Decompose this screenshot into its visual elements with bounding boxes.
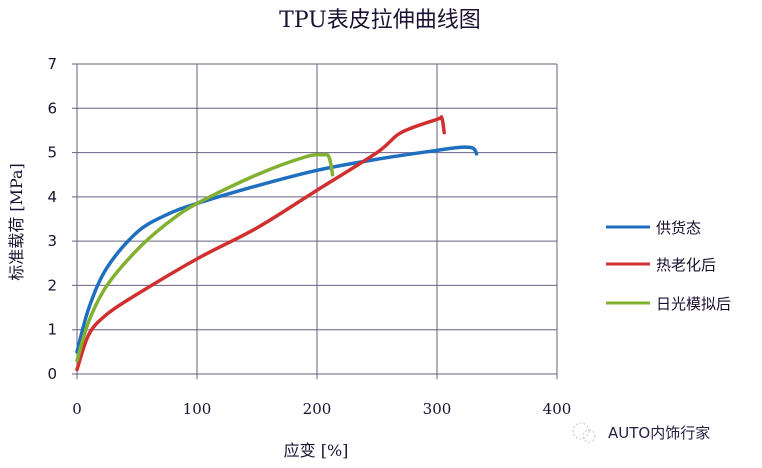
x-axis-label: 应变 [%] [284, 441, 349, 460]
x-tick-label: 0 [72, 400, 82, 418]
y-tick-label: 3 [47, 232, 57, 250]
watermark-text: AUTO内饰行家 [608, 424, 710, 442]
chart-title: TPU表皮拉伸曲线图 [279, 8, 481, 33]
y-tick-label: 7 [47, 55, 57, 73]
y-tick-label: 1 [47, 321, 57, 339]
y-axis-ticks: 0 1 2 3 4 5 6 7 [47, 55, 57, 383]
grid-lines [72, 63, 558, 379]
y-tick-label: 5 [47, 144, 57, 162]
legend-label: 日光模拟后 [656, 295, 731, 313]
x-axis-ticks: 0 100 200 300 400 [72, 400, 571, 418]
y-tick-label: 2 [47, 276, 57, 294]
wechat-icon [572, 422, 596, 443]
x-tick-label: 200 [303, 400, 332, 418]
data-series [75, 115, 479, 372]
series-line-1 [75, 115, 446, 372]
legend-label: 热老化后 [656, 256, 716, 274]
x-tick-label: 400 [543, 400, 572, 418]
x-tick-label: 100 [183, 400, 212, 418]
watermark: AUTO内饰行家 [572, 422, 710, 443]
y-tick-label: 6 [47, 99, 57, 117]
y-axis-label: 标准载荷 [MPa] [7, 163, 26, 281]
y-tick-label: 4 [47, 188, 57, 206]
legend-label: 供货态 [656, 219, 701, 237]
series-line-0 [75, 145, 479, 354]
y-tick-label: 0 [47, 365, 57, 383]
x-tick-label: 300 [423, 400, 452, 418]
series-line-2 [75, 152, 335, 363]
